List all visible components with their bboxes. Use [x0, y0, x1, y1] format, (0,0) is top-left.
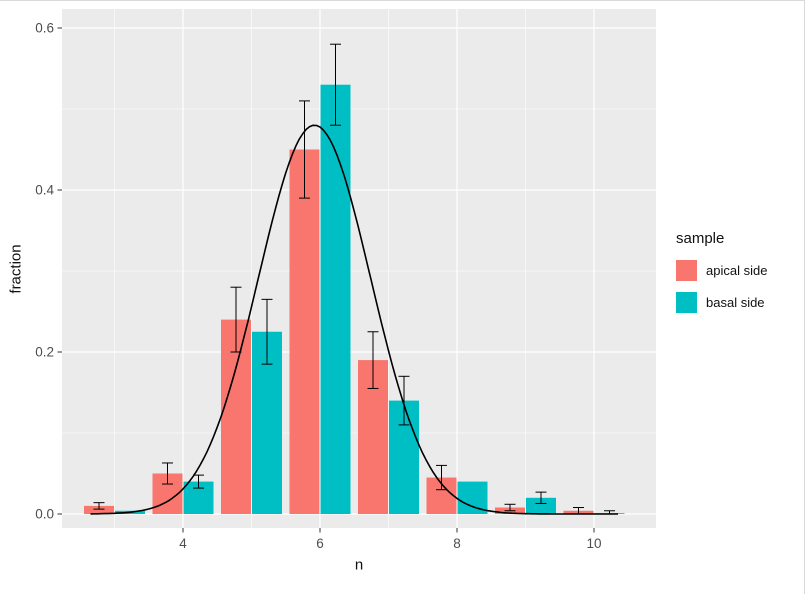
y-tick-label: 0.6 — [35, 21, 54, 36]
legend-label-apical-side: apical side — [706, 263, 768, 278]
x-tick-label: 8 — [453, 536, 461, 551]
fit-curve — [90, 124, 618, 515]
panel-content — [62, 9, 656, 528]
x-tick-label: 10 — [586, 536, 601, 551]
y-axis-title: fraction — [7, 244, 25, 294]
bar-basal-side-n8 — [457, 481, 488, 514]
x-tick-label: 4 — [179, 536, 187, 551]
bar-apical-side-n6 — [289, 149, 320, 514]
legend-label-basal-side: basal side — [706, 295, 765, 310]
legend-item-basal-side: basal side — [676, 292, 767, 313]
legend-title: sample — [676, 230, 725, 247]
x-axis-title: n — [354, 556, 364, 574]
legend-item-apical-side: apical side — [676, 260, 767, 281]
legend-key-apical-side-swatch — [676, 260, 697, 281]
y-tick-label: 0.2 — [35, 345, 54, 360]
legend: sample apical side basal side — [676, 230, 767, 324]
y-tick-label: 0.0 — [35, 507, 54, 522]
bar-basal-side-n9 — [526, 497, 556, 514]
bar-apical-side-n3 — [84, 505, 114, 514]
bar-basal-side-n6 — [320, 84, 351, 514]
y-tick-label: 0.4 — [35, 183, 54, 198]
x-tick-label: 6 — [316, 536, 324, 551]
legend-key-basal-side-swatch — [676, 292, 697, 313]
